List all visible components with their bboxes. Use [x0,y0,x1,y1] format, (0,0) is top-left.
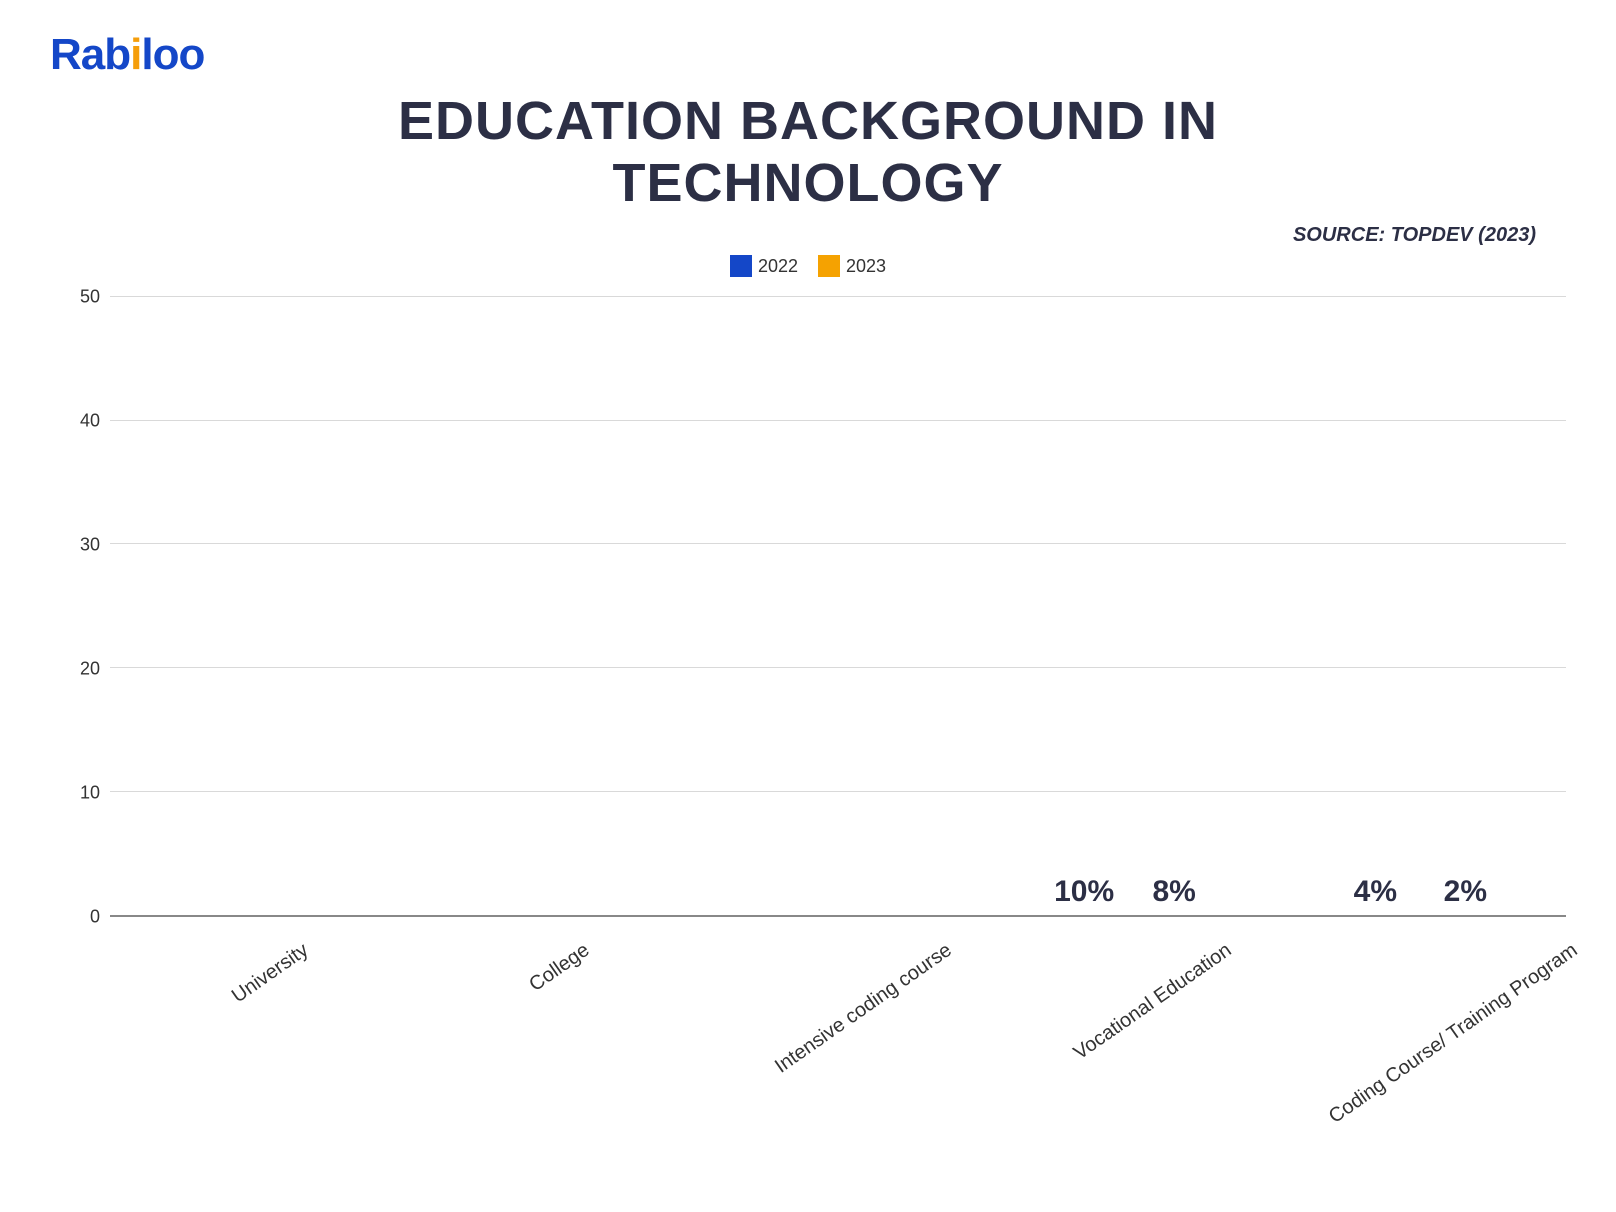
x-axis-label: Coding Course/ Training Program [1289,929,1551,952]
bar-value-label: 4% [1354,875,1397,909]
plot-area: 44%48%27%26%15%16%10%8%4%2% [110,297,1566,917]
y-tick: 10 [80,783,100,804]
brand-logo: Rabiloo [50,30,1566,80]
bar-value-label: 15% [763,923,823,957]
logo-pre: Rab [50,30,130,79]
logo-post: loo [141,30,204,79]
source-attribution: SOURCE: TOPDEV (2023) [50,224,1566,247]
bar-value-label: 2% [1444,875,1487,909]
bar-value-label: 10% [1054,875,1114,909]
bar-value-label: 16% [853,923,913,957]
chart-legend: 2022 2023 [50,255,1566,277]
y-tick: 30 [80,535,100,556]
bar-value-label: 27% [472,923,532,957]
x-axis-label: University [125,929,387,952]
gridline [110,667,1566,668]
y-tick: 40 [80,411,100,432]
chart-area: 01020304050 44%48%27%26%15%16%10%8%4%2% [50,297,1566,917]
logo-dot: i [130,30,141,79]
legend-label-2023: 2023 [846,256,886,277]
legend-swatch-2023 [818,255,840,277]
x-axis-label: College [416,929,678,952]
y-tick: 50 [80,287,100,308]
legend-swatch-2022 [730,255,752,277]
legend-label-2022: 2022 [758,256,798,277]
title-line-1: EDUCATION BACKGROUND IN [398,91,1218,151]
bar-value-label: 8% [1152,875,1195,909]
title-line-2: TECHNOLOGY [612,153,1003,213]
chart-title: EDUCATION BACKGROUND IN TECHNOLOGY [50,90,1566,214]
bar-value-label: 44% [181,923,241,957]
y-tick: 20 [80,659,100,680]
legend-item-2023: 2023 [818,255,886,277]
gridline [110,543,1566,544]
bar-groups: 44%48%27%26%15%16%10%8%4%2% [110,297,1566,915]
gridline [110,296,1566,297]
x-axis-label: Intensive coding course [707,929,969,952]
x-axis-label: Vocational Education [998,929,1260,952]
y-tick: 0 [90,907,100,928]
legend-item-2022: 2022 [730,255,798,277]
y-axis: 01020304050 [50,297,110,917]
gridline [110,420,1566,421]
gridline [110,791,1566,792]
